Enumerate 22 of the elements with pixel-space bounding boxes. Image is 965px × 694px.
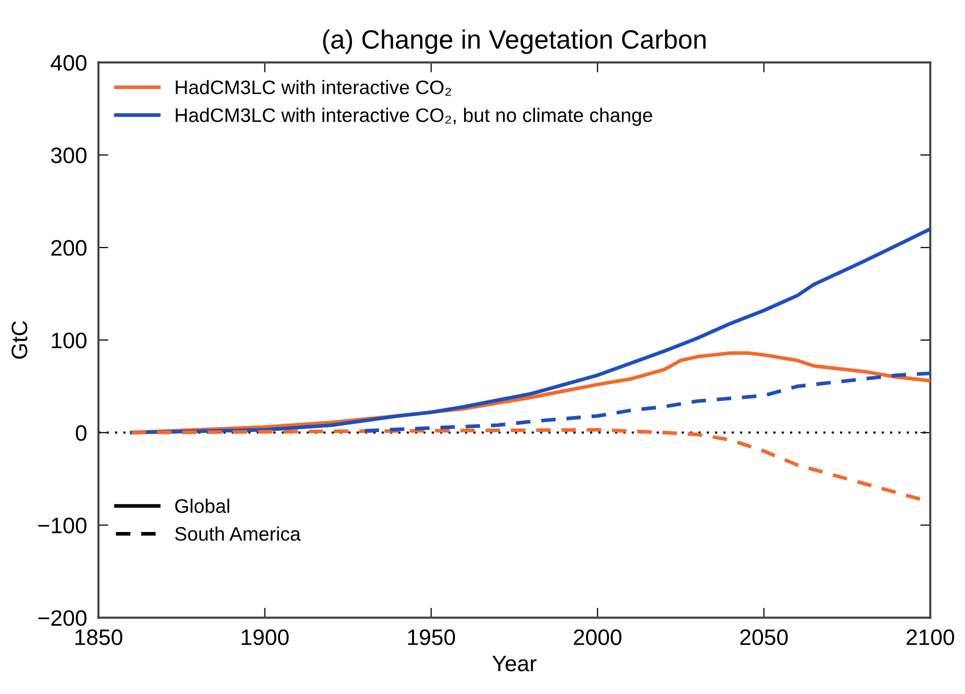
y-tick-label: 200 — [51, 240, 86, 256]
x-tick-label: 1950 — [408, 629, 456, 646]
annotation: Global — [175, 498, 230, 513]
annotation: South America — [175, 526, 301, 541]
y-tick-label: −200 — [38, 610, 86, 626]
chart-title: (a) Change in Vegetation Carbon — [323, 29, 706, 54]
y-tick-label: −100 — [38, 518, 86, 534]
legend-label: HadCM3LC with interactive CO₂ — [176, 80, 451, 96]
x-tick-label: 2000 — [574, 629, 622, 646]
x-tick-label: 1900 — [242, 629, 289, 646]
x-axis-title: Year — [492, 656, 536, 672]
legend-label: HadCM3LC with interactive CO₂, but no climate change — [176, 108, 652, 126]
line-series — [362, 372, 930, 433]
y-tick-label: 100 — [52, 332, 86, 348]
y-tick-label: 400 — [50, 54, 86, 71]
x-tick-label: 2100 — [906, 629, 954, 646]
x-tick-label: 1850 — [75, 629, 122, 646]
x-tick-label: 2050 — [740, 629, 788, 646]
y-axis-title: GtC — [12, 321, 28, 359]
y-tick-label: 300 — [51, 148, 86, 164]
y-tick-label: 0 — [76, 425, 86, 441]
line-series — [130, 227, 930, 434]
